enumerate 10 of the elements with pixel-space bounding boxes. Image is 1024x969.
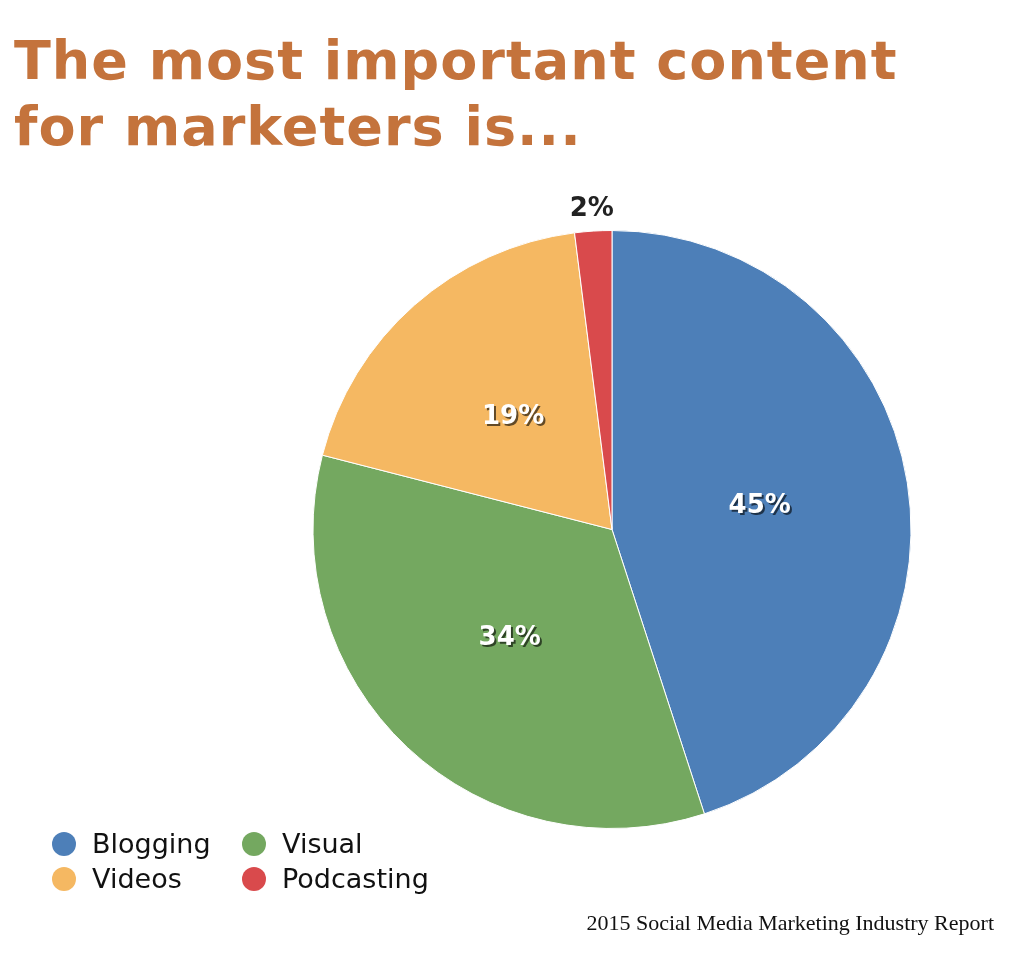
text: 2015 Social Media Marketing Industry Report bbox=[586, 910, 994, 936]
data-label: 2% bbox=[569, 191, 614, 222]
data-label: 45% bbox=[730, 490, 793, 521]
data-label: 19% bbox=[484, 402, 547, 433]
legend-label: Visual bbox=[282, 828, 363, 859]
legend-label: Videos bbox=[92, 863, 182, 894]
legend-label: Blogging bbox=[92, 828, 211, 859]
legend-label: Podcasting bbox=[282, 863, 429, 894]
data-label: 34% bbox=[480, 623, 543, 654]
chart-title: The most important content for marketers is... bbox=[14, 28, 899, 160]
